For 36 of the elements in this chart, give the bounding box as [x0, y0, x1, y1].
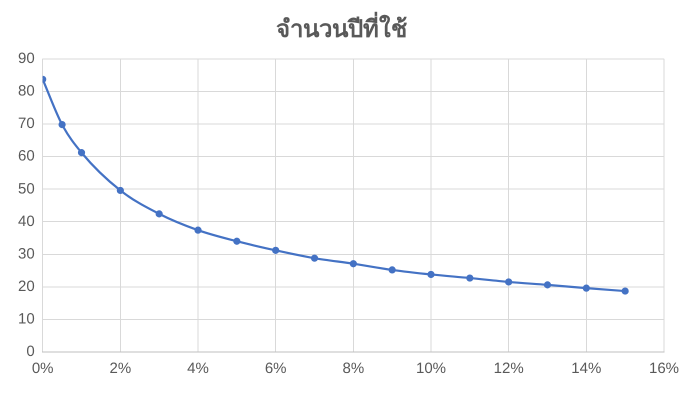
- x-tick-label: 0%: [32, 360, 54, 378]
- point: [156, 210, 163, 218]
- point: [466, 274, 474, 282]
- point: [544, 281, 552, 288]
- point: [233, 238, 240, 245]
- point: [78, 149, 86, 156]
- point: [582, 284, 590, 292]
- point: [272, 246, 280, 254]
- x-tick-label: 16%: [648, 360, 680, 378]
- chart-title: จำนวนปีที่ใช้: [276, 11, 407, 44]
- point: [194, 226, 202, 234]
- y-tick-label: 80: [18, 82, 35, 100]
- y-tick-label: 10: [18, 310, 35, 328]
- x-tick-label: 4%: [187, 360, 209, 378]
- x-tick-label: 14%: [571, 360, 602, 378]
- point: [58, 121, 66, 128]
- x-tick-label: 8%: [342, 360, 364, 378]
- x-tick-label: 2%: [110, 360, 132, 378]
- y-tick-label: 30: [18, 245, 35, 262]
- y-tick-label: 40: [18, 212, 35, 230]
- x-tick-label: 10%: [416, 360, 446, 378]
- y-tick-label: 60: [18, 148, 35, 165]
- point: [388, 266, 396, 274]
- x-tick-label: 6%: [264, 360, 287, 378]
- point: [427, 270, 435, 278]
- point: [350, 260, 357, 268]
- point: [310, 254, 318, 262]
- y-tick-label: 20: [18, 278, 35, 295]
- point: [116, 186, 124, 194]
- y-tick-label: 50: [18, 180, 35, 198]
- y-tick-label: 90: [18, 50, 35, 67]
- point: [505, 278, 512, 286]
- x-tick-label: 12%: [494, 360, 524, 378]
- y-tick-label: 0: [26, 343, 35, 360]
- y-tick-label: 70: [18, 115, 35, 132]
- point: [622, 287, 629, 295]
